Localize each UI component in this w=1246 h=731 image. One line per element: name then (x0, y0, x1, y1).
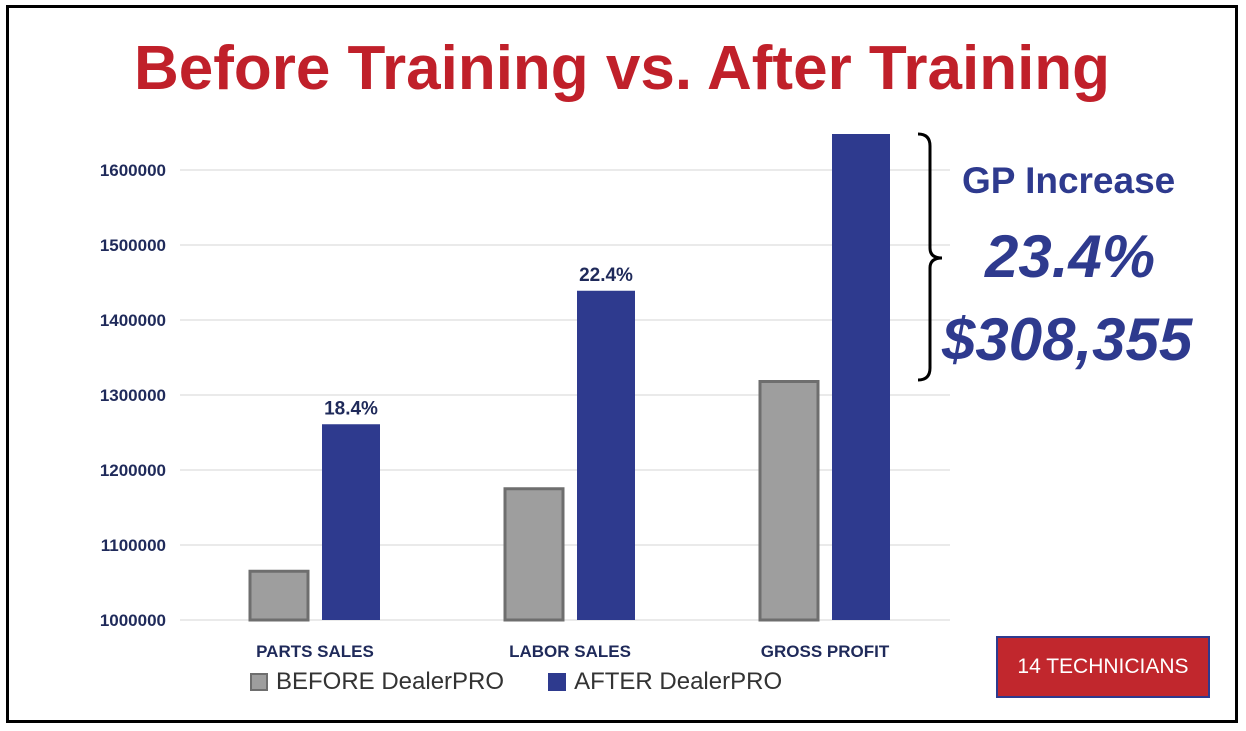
gp-increase-amount: $308,355 (942, 306, 1193, 373)
bar-before (503, 487, 565, 622)
gp-increase-title: GP Increase (962, 160, 1176, 201)
curly-brace (917, 132, 943, 382)
technicians-badge: 14 TECHNICIANS (996, 636, 1210, 698)
legend-item-before: BEFORE DealerPRO (250, 668, 504, 696)
legend-swatch-before (250, 673, 268, 691)
x-category-label: PARTS SALES (256, 642, 374, 661)
legend-item-after: AFTER DealerPRO (548, 668, 782, 696)
bar-after (322, 424, 380, 620)
y-tick-label: 1300000 (100, 386, 166, 405)
legend: BEFORE DealerPRO AFTER DealerPRO (250, 668, 782, 696)
bar-after (577, 290, 635, 620)
legend-label-after: AFTER DealerPRO (574, 668, 783, 695)
y-tick-label: 1100000 (101, 536, 166, 555)
legend-label-before: BEFORE DealerPRO (276, 668, 505, 695)
data-label: 18.4% (324, 398, 378, 419)
y-tick-label: 1200000 (100, 461, 166, 480)
bar-after (832, 134, 890, 620)
data-label: 22.4% (579, 265, 633, 286)
y-tick-label: 1600000 (100, 161, 166, 180)
y-tick-label: 1500000 (100, 236, 166, 255)
chart-title: Before Training vs. After Training (133, 34, 1111, 103)
gp-increase-percent: 23.4% (985, 223, 1156, 290)
x-category-label: LABOR SALES (509, 642, 631, 661)
legend-swatch-after (548, 673, 567, 691)
bar-before (248, 569, 310, 622)
x-category-label: GROSS PROFIT (761, 642, 890, 661)
y-tick-label: 1000000 (100, 611, 166, 630)
bar-before (758, 380, 820, 622)
y-tick-label: 1400000 (100, 311, 166, 330)
